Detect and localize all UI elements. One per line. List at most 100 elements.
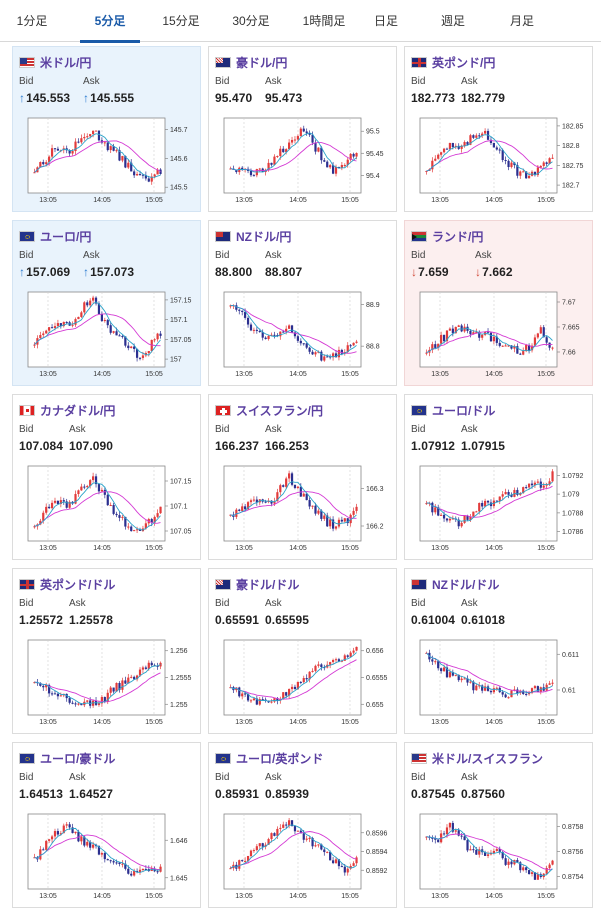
- candle-body: [326, 161, 329, 168]
- candle-body: [255, 329, 258, 331]
- chart-area[interactable]: 7.67 7.665 7.66 13:05 14:05 15:05: [411, 285, 588, 381]
- ma-short-line: [426, 134, 553, 176]
- pair-title[interactable]: ユーロ/豪ドル: [19, 750, 115, 766]
- candle-body: [536, 686, 539, 692]
- candle-body: [305, 678, 308, 680]
- tab-1[interactable]: 1分足: [16, 14, 48, 28]
- x-tick-label: 13:05: [235, 197, 253, 204]
- candle-body: [39, 335, 42, 339]
- currency-card[interactable]: NZドル/ドル Bid Ask 0.61004 0.61018 0.611 0.61 13:0…: [404, 568, 593, 734]
- currency-card[interactable]: 英ポンド/円 Bid Ask 182.773 182.779 182.85 182.8 182…: [404, 46, 593, 212]
- chart-area[interactable]: 166.3 166.2 13:05 14:05 15:05: [215, 459, 392, 555]
- chart-area[interactable]: 182.85 182.8 182.75 182.7 13:05 14:05 15:05: [411, 111, 588, 207]
- chart-area[interactable]: 107.15 107.1 107.05 13:05 14:05 15:05: [19, 459, 196, 555]
- tab-8[interactable]: 月足: [509, 14, 534, 28]
- pair-title[interactable]: スイスフラン/円: [215, 402, 323, 418]
- pair-title[interactable]: 豪ドル/円: [215, 54, 287, 70]
- pair-title[interactable]: カナダドル/円: [19, 402, 115, 418]
- chart-area[interactable]: 1.0792 1.079 1.0788 1.0786 13:05 14:05 15:05: [411, 459, 588, 555]
- chart-area[interactable]: 0.8596 0.8594 0.8592 13:05 14:05 15:05: [215, 807, 392, 903]
- candle-body: [135, 871, 139, 873]
- chart-area[interactable]: 1.256 1.2555 1.255 13:05 14:05 15:05: [19, 633, 196, 729]
- chart-area[interactable]: 0.8758 0.8756 0.8754 13:05 14:05 15:05: [411, 807, 588, 903]
- currency-card[interactable]: NZドル/円 Bid Ask 88.800 88.807 88.9 88.8 13:05 14:…: [208, 220, 397, 386]
- candle-body: [437, 839, 440, 843]
- currency-card[interactable]: ユーロ/ドル Bid Ask 1.07912 1.07915 1.0792 1.079 1.0…: [404, 394, 593, 560]
- currency-card[interactable]: 豪ドル/ドル Bid Ask 0.65591 0.65595 0.656 0.6555 0.6…: [208, 568, 397, 734]
- candle-body: [478, 503, 481, 512]
- pair-title[interactable]: NZドル/円: [215, 228, 291, 244]
- tab-4[interactable]: 30分足: [232, 14, 270, 28]
- currency-card[interactable]: 米ドル/スイスフラン Bid Ask 0.87545 0.87560 0.8758 0.87…: [404, 742, 593, 908]
- pair-title[interactable]: ユーロ/英ポンド: [215, 750, 323, 766]
- candle-body: [545, 337, 548, 343]
- chart-area[interactable]: 157.15 157.1 157.05 157 13:05 14:05 15:05: [19, 285, 196, 381]
- chart-area[interactable]: 0.611 0.61 13:05 14:05 15:05: [411, 633, 588, 729]
- bid-value: 107.084: [19, 439, 63, 453]
- candle-body: [481, 685, 484, 691]
- tab-7[interactable]: 週足: [440, 14, 465, 28]
- currency-card[interactable]: ランド/円 Bid Ask ↓7.659 ↓7.662 7.67 7.665 7.66 13:0…: [404, 220, 593, 386]
- currency-card[interactable]: カナダドル/円 Bid Ask 107.084 107.090 107.15 107.1 10…: [12, 394, 201, 560]
- pair-title[interactable]: ユーロ/円: [19, 228, 91, 244]
- tab-3[interactable]: 15分足: [162, 14, 200, 28]
- ask-value: ↓7.662: [475, 265, 513, 279]
- candle-body: [127, 677, 130, 684]
- pair-title[interactable]: 米ドル/スイスフラン: [411, 750, 543, 766]
- currency-card[interactable]: ユーロ/英ポンド Bid Ask 0.85931 0.85939 0.8596 0.8594…: [208, 742, 397, 908]
- chart-area[interactable]: 0.656 0.6555 0.655 13:05 14:05 15:05: [215, 633, 392, 729]
- chart-area[interactable]: 95.5 95.45 95.4 13:05 14:05 15:05: [215, 111, 392, 207]
- pair-title[interactable]: 英ポンド/ドル: [19, 576, 115, 592]
- candle-body: [50, 502, 54, 509]
- chart-area[interactable]: 88.9 88.8 13:05 14:05 15:05: [215, 285, 392, 381]
- chart-area[interactable]: 1.646 1.645 13:05 14:05 15:05: [19, 807, 196, 903]
- candle-body: [121, 336, 124, 338]
- ask-label: Ask: [83, 250, 100, 261]
- bid-number: 95.470: [215, 91, 253, 105]
- candle-body: [492, 143, 495, 148]
- candle-body: [94, 297, 98, 304]
- candle-body: [159, 333, 162, 336]
- candle-body: [484, 500, 487, 507]
- pair-title[interactable]: NZドル/ドル: [411, 576, 499, 592]
- candle-body: [279, 827, 282, 829]
- pair-title[interactable]: 米ドル/円: [19, 54, 91, 70]
- candle-body: [121, 156, 124, 161]
- tab-6[interactable]: 日足: [373, 14, 398, 28]
- currency-card[interactable]: ユーロ/豪ドル Bid Ask 1.64513 1.64527 1.646 1.645 13:…: [12, 742, 201, 908]
- bid-label: Bid: [411, 250, 426, 261]
- candle-body: [498, 149, 501, 151]
- candle-body: [97, 846, 101, 855]
- x-tick-label: 15:05: [537, 719, 555, 726]
- currency-card[interactable]: 米ドル/円 Bid Ask ↑145.553 ↑145.555 145.7 145.6 145…: [12, 46, 201, 212]
- candle-body: [147, 662, 150, 669]
- chart-area[interactable]: 145.7 145.6 145.5 13:05 14:05 15:05: [19, 111, 196, 207]
- pair-title[interactable]: 英ポンド/円: [411, 54, 495, 70]
- ma-short-line: [34, 133, 161, 178]
- candle-body: [457, 830, 460, 836]
- candle-body: [460, 835, 463, 837]
- candle-body: [109, 146, 112, 151]
- ma-short-line: [426, 652, 553, 695]
- candle-body: [285, 149, 288, 153]
- candle-body: [501, 852, 504, 859]
- pair-title[interactable]: 豪ドル/ドル: [215, 576, 299, 592]
- currency-card[interactable]: ユーロ/円 Bid Ask ↑157.069 ↑157.073 157.15 157.1 15…: [12, 220, 201, 386]
- candle-body: [135, 174, 139, 176]
- bid-label: Bid: [411, 76, 426, 87]
- currency-card[interactable]: 豪ドル/円 Bid Ask 95.470 95.473 95.5 95.45 95.4 13:0…: [208, 46, 397, 212]
- y-tick-label: 107.1: [170, 504, 188, 511]
- candle-body: [270, 701, 273, 703]
- currency-card[interactable]: 英ポンド/ドル Bid Ask 1.25572 1.25578 1.256 1.2555 1.…: [12, 568, 201, 734]
- candle-body: [86, 302, 89, 306]
- pair-title[interactable]: ランド/円: [411, 228, 483, 244]
- candle-body: [349, 514, 352, 524]
- currency-card[interactable]: スイスフラン/円 Bid Ask 166.237 166.253 166.3 166.2 13…: [208, 394, 397, 560]
- candle-body: [127, 526, 130, 528]
- tab-5[interactable]: 1時間足: [302, 14, 346, 28]
- tab-2[interactable]: 5分足: [80, 0, 140, 43]
- pair-title[interactable]: ユーロ/ドル: [411, 402, 495, 418]
- y-tick-label: 157.05: [170, 337, 192, 344]
- candle-body: [329, 519, 332, 527]
- candle-body: [296, 681, 299, 690]
